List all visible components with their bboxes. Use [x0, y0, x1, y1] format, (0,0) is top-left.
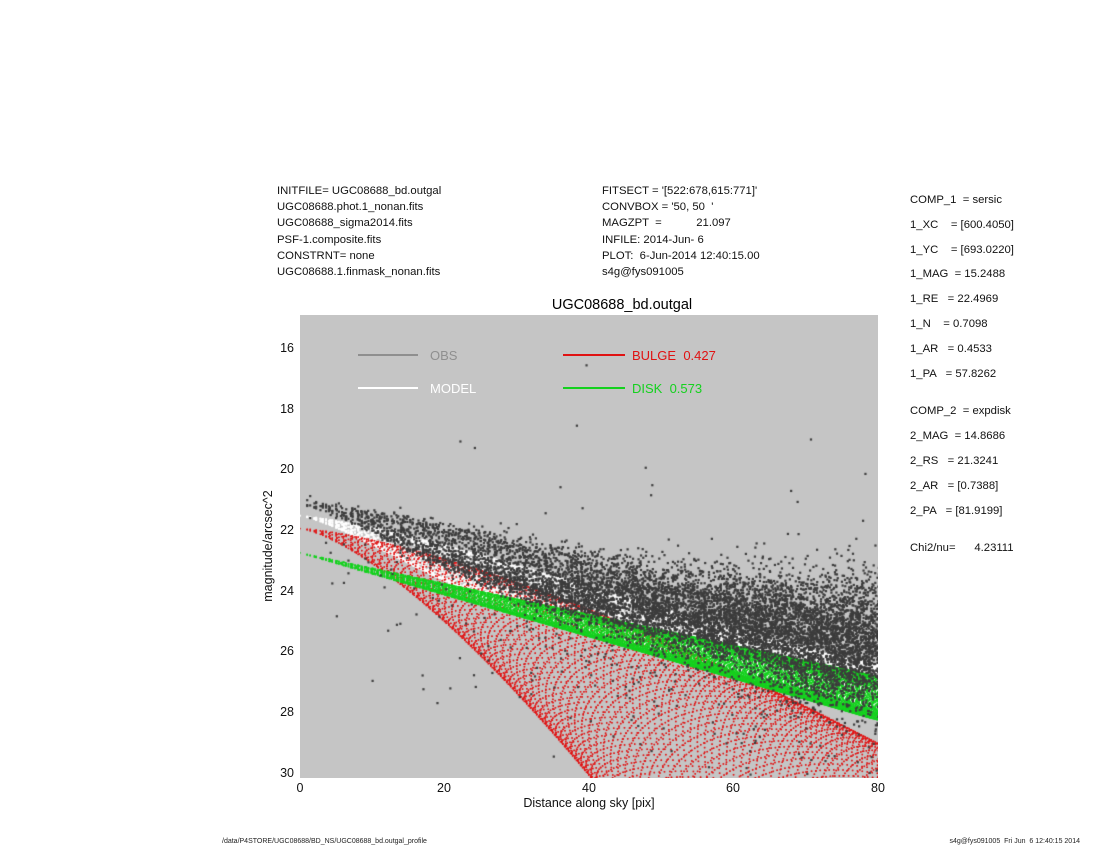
obs-legend-label: OBS: [430, 348, 458, 363]
component-1-sersic-group: COMP_1 = sersic 1_XC = [600.4050] 1_YC =…: [910, 188, 1014, 386]
x-tick-20: 20: [437, 781, 451, 795]
user-host-line: s4g@fys091005: [602, 266, 684, 279]
comp1-re-line: 1_RE = 22.4969: [910, 293, 999, 306]
x-tick-80: 80: [871, 781, 885, 795]
x-tick-40: 40: [582, 781, 596, 795]
comp2-rs-line: 2_RS = 21.3241: [910, 454, 999, 467]
y-tick-30: 30: [280, 766, 294, 780]
comp2-pa-line: 2_PA = [81.9199]: [910, 504, 1003, 517]
comp1-yc-line: 1_YC = [693.0220]: [910, 243, 1014, 256]
constrnt-line: CONSTRNT= none: [277, 249, 375, 262]
x-axis-label: Distance along sky [pix]: [523, 796, 655, 810]
comp1-ar-line: 1_AR = 0.4533: [910, 342, 992, 355]
comp1-xc-line: 1_XC = [600.4050]: [910, 218, 1014, 231]
component-2-expdisk-group: COMP_2 = expdisk 2_MAG = 14.8686 2_RS = …: [910, 399, 1014, 523]
disk-legend-line: [563, 387, 625, 389]
bulge-legend-label: BULGE 0.427: [632, 348, 716, 363]
psf-file-line: PSF-1.composite.fits: [277, 233, 382, 246]
x-tick-60: 60: [726, 781, 740, 795]
comp2-ar-line: 2_AR = [0.7388]: [910, 479, 999, 492]
obs-legend-line: [358, 354, 418, 356]
comp1-pa-line: 1_PA = 57.8262: [910, 367, 997, 380]
mask-file-line: UGC08688.1.finmask_nonan.fits: [277, 266, 441, 279]
profile-scatter-canvas: [300, 315, 878, 778]
y-tick-26: 26: [280, 644, 294, 658]
disk-legend-label: DISK 0.573: [632, 381, 702, 396]
comp2-mag-line: 2_MAG = 14.8686: [910, 430, 1006, 443]
fit-parameters-panel: COMP_1 = sersic 1_XC = [600.4050] 1_YC =…: [910, 188, 1014, 561]
sigma-file-line: UGC08688_sigma2014.fits: [277, 217, 413, 230]
model-legend-label: MODEL: [430, 381, 477, 396]
bulge-legend-text: BULGE: [632, 348, 677, 363]
plot-date-line: PLOT: 6-Jun-2014 12:40:15.00: [602, 249, 760, 262]
plot-area: OBS MODEL BULGE 0.427 DISK 0.573: [300, 315, 878, 778]
bulge-legend-line: [563, 354, 625, 356]
initfile-line: INITFILE= UGC08688_bd.outgal: [277, 185, 442, 197]
bulge-fraction-value: 0.427: [683, 348, 716, 363]
y-tick-20: 20: [280, 462, 294, 476]
disk-legend-gap: [662, 381, 669, 396]
y-tick-16: 16: [280, 341, 294, 355]
timestamp-footer: s4g@fys091005 Fri Jun 6 12:40:15 2014: [949, 838, 1080, 845]
convbox-line: CONVBOX = '50, 50 ': [602, 201, 714, 214]
y-tick-28: 28: [280, 705, 294, 719]
plot-title: UGC08688_bd.outgal: [551, 297, 693, 313]
infile-line: INFILE: 2014-Jun- 6: [602, 233, 704, 246]
y-tick-24: 24: [280, 584, 294, 598]
disk-fraction-value: 0.573: [669, 381, 703, 396]
y-tick-18: 18: [280, 402, 294, 416]
y-axis-label: magnitude/arcsec^2: [261, 490, 275, 602]
comp2-line: COMP_2 = expdisk: [910, 405, 1011, 418]
output-path-footer: /data/P4STORE/UGC08688/BD_NS/UGC08688_bd…: [222, 838, 427, 845]
fitsect-line: FITSECT = '[522:678,615:771]': [602, 185, 758, 197]
comp1-mag-line: 1_MAG = 15.2488: [910, 268, 1006, 281]
model-legend-line: [358, 387, 418, 389]
disk-legend-text: DISK: [632, 381, 663, 396]
y-tick-22: 22: [280, 523, 294, 537]
fit-setup-block: FITSECT = '[522:678,615:771]' CONVBOX = …: [602, 183, 760, 280]
magzpt-line: MAGZPT = 21.097: [602, 217, 731, 230]
phot-file-line: UGC08688.phot.1_nonan.fits: [277, 201, 424, 214]
comp1-line: COMP_1 = sersic: [910, 194, 1002, 206]
comp1-n-line: 1_N = 0.7098: [910, 317, 988, 330]
input-files-block: INITFILE= UGC08688_bd.outgal UGC08688.ph…: [277, 183, 441, 280]
x-tick-0: 0: [296, 781, 304, 795]
chi2-nu-line: Chi2/nu= 4.23111: [910, 542, 1014, 555]
